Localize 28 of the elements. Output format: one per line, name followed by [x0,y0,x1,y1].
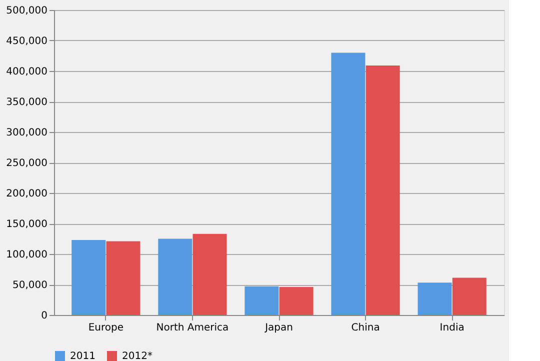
y-tick-label: 150,000 [6,219,48,230]
y-tick-label: 300,000 [6,128,48,138]
bar [331,52,366,315]
bar [279,286,314,315]
bar [72,240,106,315]
y-tick-label: 100,000 [6,250,48,260]
bar [192,234,227,315]
bar [158,238,192,315]
y-tick-label: 250,000 [6,158,48,169]
y-tick-label: 0 [41,310,48,322]
x-tick-label: China [351,322,380,334]
x-tick-label: Europe [88,322,124,334]
bar [366,66,400,315]
y-tick-label: 500,000 [6,6,48,16]
legend-label: 2012* [122,351,152,361]
legend-label: 2011 [70,351,96,361]
y-tick-label: 350,000 [6,97,48,108]
x-tick-label: Japan [264,322,293,334]
x-tick-label: India [440,322,464,334]
bar [418,282,452,315]
bar [452,278,486,315]
x-tick-label: North America [156,322,229,334]
bar [244,286,279,315]
y-tick-label: 50,000 [12,280,48,291]
y-tick-label: 400,000 [6,66,48,78]
y-tick-label: 200,000 [6,188,48,200]
bar [106,241,140,315]
y-tick-label: 450,000 [6,36,48,47]
